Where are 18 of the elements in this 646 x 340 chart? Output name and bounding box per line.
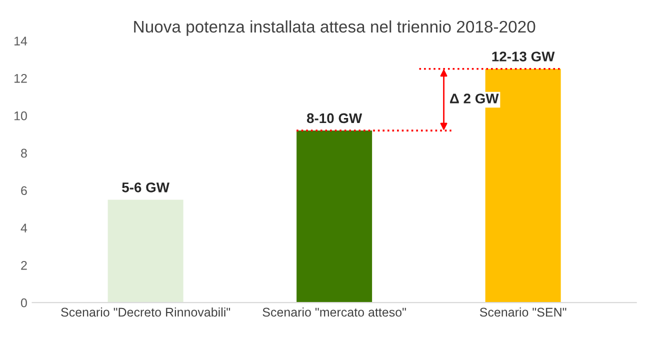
data-label: 5-6 GW [122, 182, 170, 192]
y-tick-label: 0 [20, 298, 27, 308]
x-tick-label: Scenario "Decreto Rinnovabili" [61, 307, 230, 317]
x-tick-label: Scenario "mercato atteso" [262, 307, 406, 317]
y-tick-label: 12 [14, 74, 27, 83]
y-tick-label: 8 [21, 148, 27, 158]
y-tick-label: 6 [21, 186, 27, 196]
chart-title: Nuova potenza installata attesa nel triennio 2018-2020 [134, 20, 536, 36]
y-tick-label: 10 [14, 111, 27, 120]
annotation: Δ 2 GW [450, 94, 499, 104]
y-tick-label: 14 [14, 36, 28, 46]
y-tick-label: 2 [21, 261, 27, 270]
bar [108, 200, 184, 303]
y-tick-label: 4 [20, 224, 28, 232]
data-label: 8-10 GW [306, 113, 362, 124]
x-tick-label: Scenario "SEN" [480, 307, 566, 317]
bar [296, 130, 372, 303]
data-label: 12-13 GW [492, 52, 555, 62]
